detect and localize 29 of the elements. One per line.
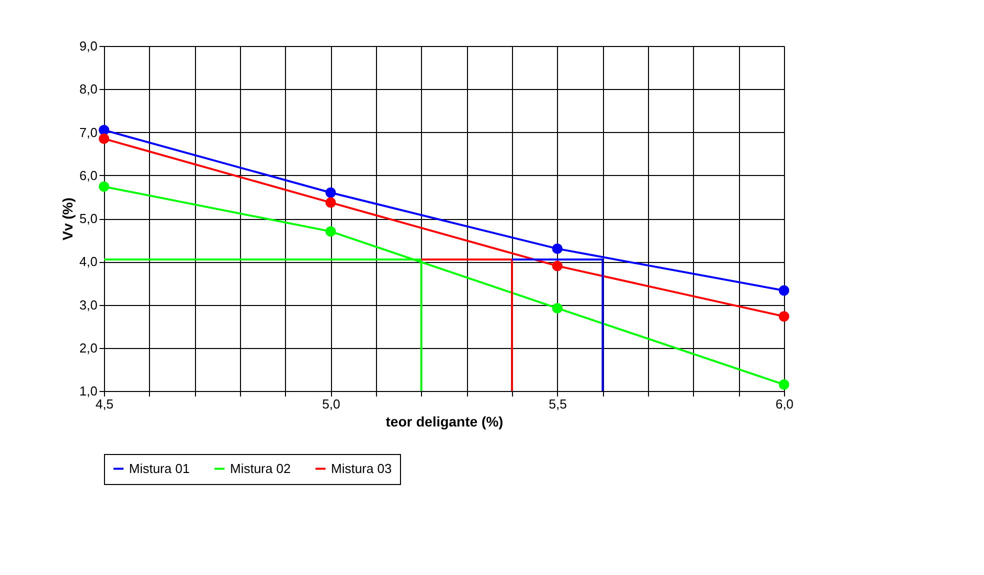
y-tick-label: 8,0 bbox=[79, 82, 98, 97]
x-tick-label: 6,0 bbox=[775, 396, 794, 412]
point bbox=[98, 181, 110, 192]
point bbox=[778, 379, 790, 390]
point bbox=[552, 302, 563, 314]
point bbox=[98, 133, 110, 144]
point bbox=[325, 226, 336, 237]
point bbox=[778, 311, 790, 322]
legend-label: Mistura 01 bbox=[129, 460, 190, 476]
y-axis-title: Vv (%) bbox=[59, 198, 76, 240]
point bbox=[778, 285, 790, 296]
y-tick-label: 3,0 bbox=[79, 297, 98, 312]
point bbox=[325, 187, 336, 198]
point bbox=[325, 197, 336, 208]
legend-label: Mistura 02 bbox=[230, 460, 291, 476]
x-tick-label: 5,0 bbox=[322, 396, 340, 412]
x-tick-label: 5,5 bbox=[548, 396, 567, 412]
y-tick-label: 2,0 bbox=[79, 340, 98, 356]
y-tick-label: 7,0 bbox=[79, 124, 98, 140]
x-axis-title: teor deligante (%) bbox=[386, 414, 504, 430]
point bbox=[552, 260, 563, 272]
y-tick-label: 4,0 bbox=[79, 254, 98, 270]
point bbox=[552, 243, 563, 254]
y-tick-label: 1,0 bbox=[79, 384, 98, 398]
y-tick-label: 9,0 bbox=[79, 38, 98, 54]
x-tick-label: 4,5 bbox=[95, 396, 114, 412]
y-tick-label: 5,0 bbox=[79, 211, 98, 226]
y-tick-label: 6,0 bbox=[79, 168, 98, 183]
legend-label: Mistura 03 bbox=[331, 460, 392, 476]
